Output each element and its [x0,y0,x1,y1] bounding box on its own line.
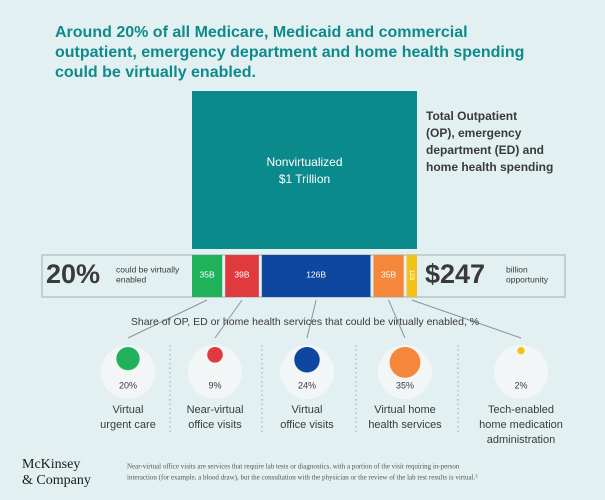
share-text: enabled [116,274,147,284]
service-name: office visits [188,419,242,431]
share-big: 20% [46,259,100,289]
segment [261,255,371,297]
arrow [388,299,406,339]
total-block [192,91,417,249]
total-label: $1 Trillion [279,172,330,186]
subtitle: Share of OP, ED or home health services … [131,316,479,328]
service-name: administration [487,434,555,446]
total-side-text: Total Outpatient [426,109,517,123]
arrow [127,299,208,339]
opportunity-text: billion [506,264,528,274]
share-label: 9% [208,380,221,390]
share-dot [389,347,421,378]
arrow [306,299,317,339]
service-name: Virtual home [374,404,436,416]
share-label: 20% [119,380,137,390]
share-text: could be virtually [116,264,180,274]
service-name: urgent care [100,419,156,431]
total-side-text: department (ED) and [426,143,544,157]
footnote: interaction (for example, a blood draw),… [127,474,477,482]
share-dot [517,347,525,355]
opportunity-text: opportunity [506,274,549,284]
title: Around 20% of all Medicare, Medicaid and… [55,24,468,41]
logo: & Company [22,473,91,488]
service-circle [101,345,155,399]
service-circle [494,345,548,399]
service-name: Virtual [113,404,144,416]
share-dot [207,347,223,363]
segment-label: 12B [408,270,414,281]
total-side-text: home health spending [426,160,553,174]
total-label: Nonvirtualized [266,155,342,169]
segment [406,255,417,297]
arrow [214,299,243,339]
service-name: office visits [280,419,334,431]
total-side-text: (OP), emergency [426,126,522,140]
service-name: Tech-enabled [488,404,554,416]
share-label: 24% [298,380,316,390]
service-name: health services [368,419,442,431]
segment [373,255,404,297]
share-dot [116,347,140,371]
title: could be virtually enabled. [55,64,256,81]
service-name: home medication [479,419,563,431]
share-dot [294,347,320,373]
share-label: 2% [514,380,527,390]
segment [225,255,259,297]
service-circle [188,345,242,399]
arrow [411,299,522,339]
opportunity-big: $247 [425,259,485,289]
share-label: 35% [396,380,414,390]
footnote: Near-virtual office visits are services … [127,463,460,471]
segment-label: 35B [200,269,215,279]
segment-label: 39B [234,269,249,279]
title: outpatient, emergency department and hom… [55,44,524,61]
service-name: Near-virtual [187,404,244,416]
logo: McKinsey [22,457,80,472]
service-name: Virtual [292,404,323,416]
segment-label: 35B [381,269,396,279]
segment [192,255,223,297]
segment-label: 126B [306,269,326,279]
